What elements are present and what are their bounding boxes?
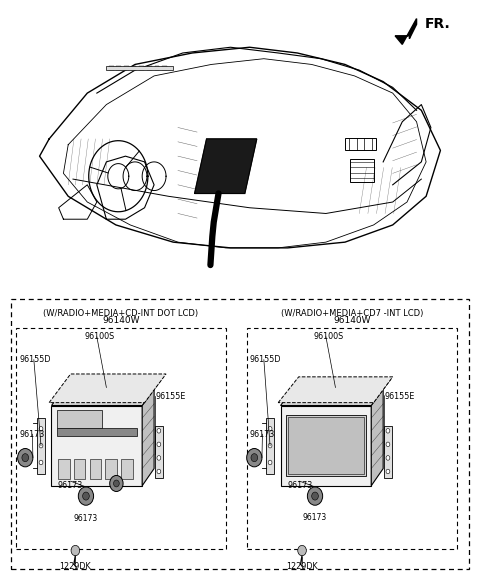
Text: 1229DK: 1229DK xyxy=(286,562,318,570)
Bar xyxy=(116,66,121,70)
Polygon shape xyxy=(195,139,257,194)
Circle shape xyxy=(83,492,89,500)
Circle shape xyxy=(386,456,390,460)
Text: 96173: 96173 xyxy=(74,514,98,524)
Circle shape xyxy=(39,444,43,448)
Bar xyxy=(281,406,371,486)
Bar xyxy=(16,328,226,549)
Bar xyxy=(132,66,136,70)
Polygon shape xyxy=(49,374,166,403)
Circle shape xyxy=(386,429,390,433)
Circle shape xyxy=(78,487,94,505)
Bar xyxy=(57,410,102,428)
Bar xyxy=(124,66,129,70)
Circle shape xyxy=(386,442,390,446)
Circle shape xyxy=(157,469,161,474)
Bar xyxy=(121,459,133,479)
Text: 96173: 96173 xyxy=(58,482,83,490)
Bar xyxy=(57,428,137,436)
Bar xyxy=(247,328,457,549)
Circle shape xyxy=(39,460,43,465)
Polygon shape xyxy=(51,380,161,406)
Circle shape xyxy=(157,442,161,446)
Text: (W/RADIO+MEDIA+CD-INT DOT LCD): (W/RADIO+MEDIA+CD-INT DOT LCD) xyxy=(43,309,198,319)
Polygon shape xyxy=(142,388,154,486)
Text: 1229DK: 1229DK xyxy=(60,562,91,570)
Polygon shape xyxy=(395,18,417,44)
Bar xyxy=(107,66,173,70)
Circle shape xyxy=(268,444,272,448)
Polygon shape xyxy=(281,380,390,406)
Bar xyxy=(350,159,373,182)
Bar xyxy=(109,66,114,70)
Bar xyxy=(286,415,366,476)
Circle shape xyxy=(22,454,29,462)
Text: 96140W: 96140W xyxy=(102,316,140,325)
Text: 96173: 96173 xyxy=(287,482,312,490)
Circle shape xyxy=(71,545,80,556)
Text: 96173: 96173 xyxy=(303,513,327,522)
Bar xyxy=(384,426,392,478)
Bar xyxy=(345,138,376,150)
Text: 96155E: 96155E xyxy=(384,392,415,401)
Circle shape xyxy=(18,449,33,467)
Circle shape xyxy=(251,454,258,462)
Bar xyxy=(266,418,274,473)
Bar xyxy=(155,426,163,478)
Circle shape xyxy=(114,480,119,487)
Circle shape xyxy=(298,545,306,556)
Circle shape xyxy=(268,460,272,465)
Bar xyxy=(11,300,469,569)
Text: 96140W: 96140W xyxy=(334,316,371,325)
Circle shape xyxy=(39,426,43,431)
Text: 96100S: 96100S xyxy=(314,332,344,341)
Text: 96155D: 96155D xyxy=(250,355,281,364)
Bar xyxy=(37,418,45,473)
Bar xyxy=(162,66,167,70)
Bar xyxy=(51,406,142,486)
Bar xyxy=(147,66,152,70)
Text: FR.: FR. xyxy=(425,17,451,31)
Bar xyxy=(139,66,144,70)
Bar xyxy=(155,66,159,70)
Circle shape xyxy=(110,475,123,491)
Circle shape xyxy=(307,487,323,505)
Text: (W/RADIO+MEDIA+CD7 -INT LCD): (W/RADIO+MEDIA+CD7 -INT LCD) xyxy=(281,309,423,319)
Text: 96155D: 96155D xyxy=(20,355,51,364)
Circle shape xyxy=(247,449,262,467)
Bar xyxy=(288,418,364,474)
Bar xyxy=(106,459,117,479)
Bar xyxy=(90,459,101,479)
Polygon shape xyxy=(278,377,393,403)
Circle shape xyxy=(157,429,161,433)
Circle shape xyxy=(268,426,272,431)
Text: 96173: 96173 xyxy=(20,430,45,439)
Text: 96155E: 96155E xyxy=(155,392,185,401)
Circle shape xyxy=(386,469,390,474)
Circle shape xyxy=(157,456,161,460)
Polygon shape xyxy=(371,388,383,486)
Text: 96100S: 96100S xyxy=(85,332,115,341)
Bar xyxy=(74,459,85,479)
Text: 96173: 96173 xyxy=(250,430,275,439)
Bar xyxy=(58,459,70,479)
Circle shape xyxy=(312,492,318,500)
